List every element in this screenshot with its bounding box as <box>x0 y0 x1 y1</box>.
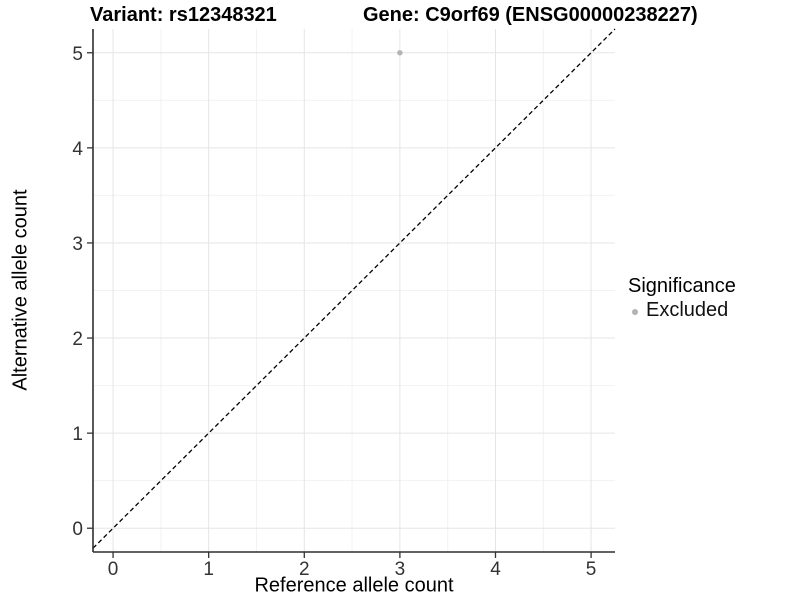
plot-title-variant: Variant: rs12348321 <box>90 4 277 26</box>
data-point <box>397 50 403 56</box>
y-tick-label: 4 <box>72 139 83 160</box>
x-tick-label: 2 <box>299 559 310 580</box>
y-tick-label: 2 <box>72 329 83 350</box>
x-tick-label: 0 <box>108 559 119 580</box>
x-tick-label: 1 <box>203 559 214 580</box>
y-tick-label: 3 <box>72 234 83 255</box>
y-tick-label: 0 <box>72 519 83 540</box>
x-axis-label: Reference allele count <box>254 574 454 597</box>
x-tick-label: 4 <box>490 559 501 580</box>
y-axis-label: Alternative allele count <box>9 189 32 391</box>
y-tick-label: 5 <box>72 44 83 65</box>
legend-title: Significance <box>628 275 736 297</box>
y-tick-label: 1 <box>72 424 83 445</box>
legend-item-excluded: Excluded <box>628 299 736 322</box>
identity-reference-line <box>92 28 616 549</box>
legend: Significance Excluded <box>628 275 736 322</box>
legend-item-label: Excluded <box>646 299 729 321</box>
x-tick-label: 5 <box>586 559 597 580</box>
excluded-point-icon <box>632 308 638 315</box>
x-tick-label: 3 <box>395 559 406 580</box>
plot-title-gene: Gene: C9orf69 (ENSG00000238227) <box>363 4 698 26</box>
